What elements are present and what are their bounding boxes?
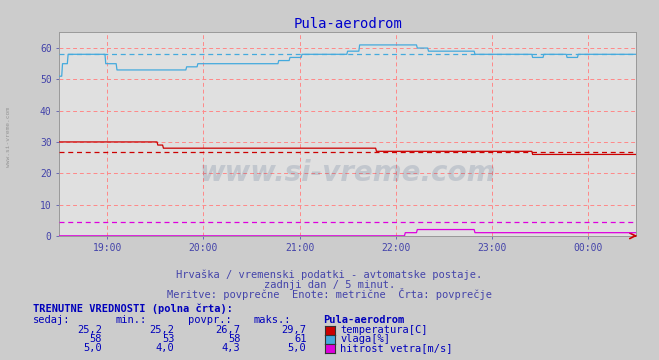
Text: www.si-vreme.com: www.si-vreme.com [200,159,496,187]
Text: Meritve: povprečne  Enote: metrične  Črta: povprečje: Meritve: povprečne Enote: metrične Črta:… [167,288,492,300]
Text: 25,2: 25,2 [150,325,175,336]
Text: 5,0: 5,0 [84,343,102,354]
Text: www.si-vreme.com: www.si-vreme.com [6,107,11,167]
Text: vlaga[%]: vlaga[%] [340,334,390,345]
Title: Pula-aerodrom: Pula-aerodrom [293,17,402,31]
Text: povpr.:: povpr.: [188,315,231,325]
Text: 58: 58 [90,334,102,345]
Text: maks.:: maks.: [254,315,291,325]
Text: Pula-aerodrom: Pula-aerodrom [323,315,404,325]
Text: min.:: min.: [115,315,146,325]
Text: 29,7: 29,7 [281,325,306,336]
Text: Hrvaška / vremenski podatki - avtomatske postaje.: Hrvaška / vremenski podatki - avtomatske… [177,269,482,280]
Text: 26,7: 26,7 [215,325,241,336]
Text: zadnji dan / 5 minut.: zadnji dan / 5 minut. [264,280,395,290]
Text: 58: 58 [228,334,241,345]
Text: 4,0: 4,0 [156,343,175,354]
Text: 61: 61 [294,334,306,345]
Text: TRENUTNE VREDNOSTI (polna črta):: TRENUTNE VREDNOSTI (polna črta): [33,304,233,315]
Text: 5,0: 5,0 [288,343,306,354]
Text: temperatura[C]: temperatura[C] [340,325,428,336]
Text: sedaj:: sedaj: [33,315,71,325]
Text: 4,3: 4,3 [222,343,241,354]
Text: 53: 53 [162,334,175,345]
Text: 25,2: 25,2 [77,325,102,336]
Text: hitrost vetra[m/s]: hitrost vetra[m/s] [340,343,453,354]
